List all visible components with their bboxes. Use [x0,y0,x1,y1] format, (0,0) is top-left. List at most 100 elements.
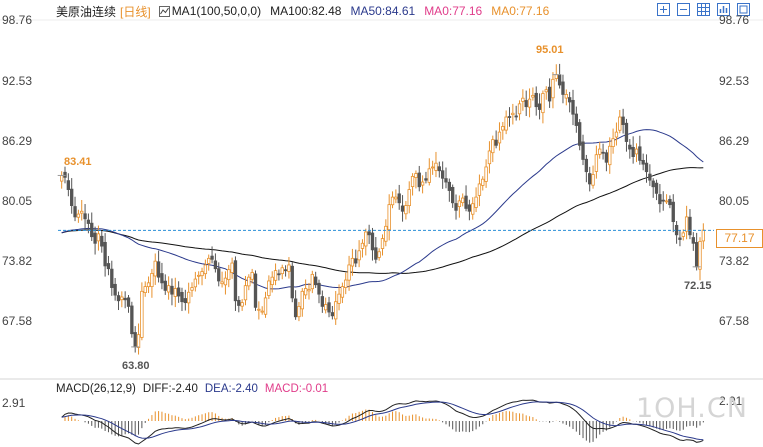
candle-body [277,273,281,276]
candle [233,256,238,311]
indicator-icon[interactable] [158,5,170,17]
candle-body [173,288,177,297]
candle [661,191,665,211]
candle [557,63,562,89]
zoom-in-button[interactable] [653,0,673,18]
candle-body [83,213,87,220]
candle-body [698,240,702,270]
candle-body [290,265,294,299]
candle-body [507,116,512,118]
y-tick-left: 92.53 [2,74,33,88]
candle-body [497,131,502,144]
macd-header: MACD(26,12,9) DIFF:-2.40 DEA:-2.40 MACD:… [56,383,335,395]
candle-body [651,180,655,188]
candle [350,248,355,276]
candle [364,228,368,256]
period-label[interactable]: [日线] [120,4,151,19]
candle-body [180,292,184,303]
candle [567,91,572,113]
candle-body [574,113,579,126]
candle-body [447,181,452,191]
candle-body [544,89,548,93]
candle [447,178,452,202]
candle-body [156,261,161,278]
candle [374,237,378,264]
candle [651,178,655,198]
candle [66,173,71,197]
candle [654,179,659,201]
candle [394,189,398,204]
candle-body [377,251,381,258]
candle-body [200,271,204,277]
candle-body [283,269,288,272]
candle-body [260,310,264,313]
candle-body [66,180,71,190]
candle [133,326,137,353]
candle [103,233,107,277]
candle [444,167,448,189]
candle-body [557,74,562,86]
candle [120,291,124,308]
bar-chart-button[interactable] [713,0,733,18]
zoom-out-button[interactable] [673,0,693,18]
candle [156,250,161,283]
candle-body [611,138,615,147]
candle-body [681,232,685,237]
candle-body [150,273,154,288]
candle-body [86,219,91,224]
candle-body [420,181,425,186]
candle [491,135,495,163]
ma100-line [61,167,704,274]
candle [337,284,341,311]
candle-body [170,285,174,295]
y-tick-left: 67.58 [2,314,33,328]
candle [344,272,348,295]
candle [317,279,321,304]
candle-body [484,166,488,182]
high-annotation: 95.01 [536,44,564,56]
candle-body [217,268,221,282]
candle-body [237,299,241,306]
candle [237,296,241,313]
fullscreen-button[interactable] [733,0,753,18]
candle-body [297,305,301,318]
candle-body [517,103,522,115]
candle-body [334,301,338,320]
candle-body [120,296,124,301]
candle-body [96,233,101,242]
candle [186,282,191,314]
candle [143,281,147,297]
candle-body [113,283,117,296]
candle [73,196,77,222]
candle-body [146,282,151,288]
candle [517,100,522,121]
candle-body [621,116,625,125]
candle [417,165,421,192]
candle-body [531,94,535,98]
candle-body [390,196,395,206]
candle-body [521,97,525,102]
candle-body [320,296,325,307]
candle [227,264,231,288]
candle-body [287,264,291,272]
candle [116,291,121,311]
candle-body [324,304,328,311]
candle [531,87,535,101]
candle [581,134,585,166]
candle-body [63,171,67,178]
candle-body [267,280,271,296]
candle-body [430,166,435,169]
candle-body [153,260,157,277]
candle [347,255,351,291]
ma0-b-label: MA0:77.16 [491,4,550,18]
grid-button[interactable] [693,0,713,18]
candle-body [634,148,639,155]
candle-body [601,151,605,154]
zoom-out-icon [676,2,690,16]
candle-body [561,81,565,95]
candle [641,153,645,171]
candle [270,271,274,293]
candle [628,139,632,159]
candle [477,174,482,207]
